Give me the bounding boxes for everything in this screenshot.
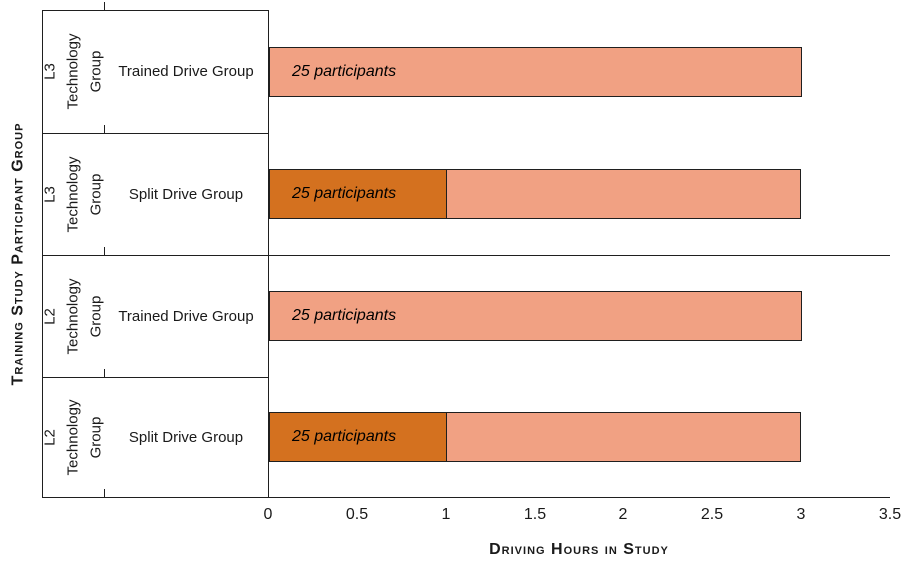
- category-sub-label: Trained Drive Group: [118, 307, 254, 325]
- row-separator-line: [42, 255, 890, 256]
- bar-segment: 25 participants: [269, 291, 802, 341]
- x-tick-label: 0.5: [345, 506, 369, 523]
- level-separator-tick: [104, 369, 105, 377]
- x-tick-label: 1: [441, 506, 451, 523]
- bar-segment: 25 participants: [269, 47, 802, 97]
- category-group-label: L2 Technology Group: [41, 399, 105, 475]
- bar-segment: 25 participants: [269, 169, 447, 219]
- bar-data-label: 25 participants: [292, 63, 397, 80]
- bar-segment: 25 participants: [269, 412, 447, 462]
- level-separator-tick: [104, 247, 105, 255]
- x-tick-label: 3: [796, 506, 806, 523]
- bar-segment: [446, 169, 801, 219]
- level-separator-tick: [104, 489, 105, 497]
- category-group-cell: L2 Technology Group: [42, 377, 105, 497]
- bar-data-label: 25 participants: [292, 307, 397, 324]
- label-area-top-border: [42, 10, 268, 11]
- level-separator-tick: [104, 125, 105, 133]
- y-axis-line: [268, 10, 269, 497]
- bar-segment: [446, 412, 801, 462]
- category-sub-label: Trained Drive Group: [118, 63, 254, 80]
- x-axis-line: [42, 497, 890, 498]
- row-separator-line: [42, 377, 268, 378]
- x-tick-label: 1.5: [523, 506, 547, 523]
- row-separator-line: [42, 133, 268, 134]
- category-group-label: L2 Technology Group: [41, 278, 105, 354]
- x-tick-label: 2.5: [700, 506, 724, 523]
- x-tick-label: 3.5: [878, 506, 902, 523]
- category-sub-label: Split Drive Group: [128, 428, 244, 446]
- category-group-cell: L3 Technology Group: [42, 10, 105, 133]
- x-tick-label: 2: [618, 506, 628, 523]
- category-group-label: L3 Technology Group: [41, 33, 105, 110]
- category-group-cell: L2 Technology Group: [42, 255, 105, 377]
- x-tick-label: 0: [263, 506, 273, 523]
- label-area-left-border: [42, 10, 43, 497]
- category-sub-label: Split Drive Group: [128, 185, 244, 203]
- bar-data-label: 25 participants: [292, 185, 397, 202]
- x-axis-title: Driving Hours in Study: [489, 541, 669, 558]
- bar-data-label: 25 participants: [292, 428, 397, 445]
- category-group-label: L3 Technology Group: [41, 156, 105, 232]
- level-separator-tick: [104, 2, 105, 10]
- y-axis-title: Training Study Participant Group: [9, 122, 27, 385]
- y-axis-title-area: Training Study Participant Group: [0, 10, 36, 497]
- category-group-cell: L3 Technology Group: [42, 133, 105, 255]
